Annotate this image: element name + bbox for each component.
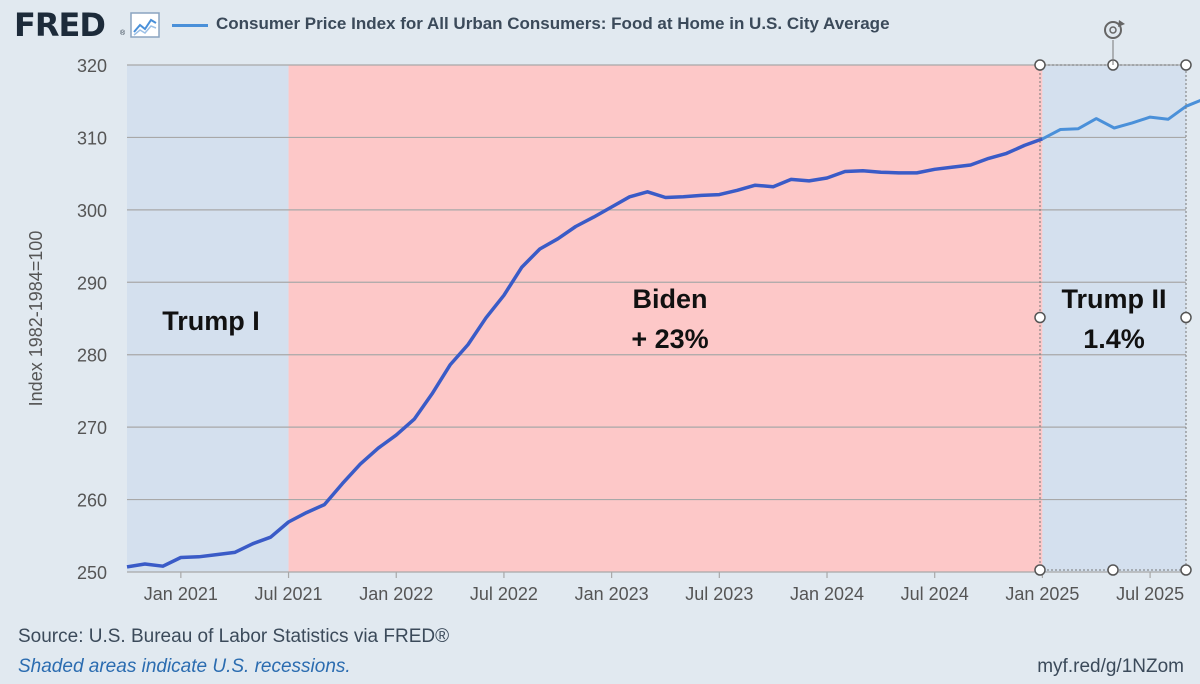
region-label-2-0: Trump II	[1061, 284, 1166, 314]
short-link[interactable]: myf.red/g/1NZom	[1037, 656, 1184, 677]
grid-layer	[127, 64, 1186, 573]
y-tick-label: 310	[77, 128, 107, 148]
series-line-main	[126, 137, 1043, 569]
cpi-line-chart: 250 260 270 280 290 300 310 320 Jan 2021 Jul 2021…	[26, 40, 1200, 604]
region-label-2-1: 1.4%	[1083, 324, 1145, 354]
region-trump-i	[127, 65, 289, 572]
region-trump-ii	[1042, 65, 1186, 572]
x-tick-label: Jan 2021	[144, 584, 218, 604]
region-label-1-0: Biden	[632, 284, 707, 314]
y-tick-label: 280	[77, 346, 107, 366]
resize-handle[interactable]	[1180, 59, 1192, 71]
y-tick-label: 290	[77, 273, 107, 293]
x-tick-label: Jul 2025	[1116, 584, 1184, 604]
source-note: Source: U.S. Bureau of Labor Statistics …	[18, 626, 450, 647]
region-label-0-0: Trump I	[162, 306, 260, 336]
regions-layer	[127, 65, 1186, 572]
x-tick-label: Jan 2022	[359, 584, 433, 604]
y-tick-label: 250	[77, 563, 107, 583]
rotate-handle-icon[interactable]	[1101, 18, 1127, 44]
series-legend-title: Consumer Price Index for All Urban Consu…	[216, 14, 890, 33]
y-tick-label: 270	[77, 418, 107, 438]
recession-note: Shaded areas indicate U.S. recessions.	[18, 656, 351, 677]
resize-handle[interactable]	[1180, 311, 1192, 324]
x-tick-label: Jul 2021	[255, 584, 323, 604]
region-biden	[288, 65, 1043, 572]
resize-handle[interactable]	[1107, 564, 1119, 576]
resize-handle[interactable]	[1180, 564, 1192, 576]
chart-header: FRED ® Consumer Price Index for All Urba…	[0, 0, 1200, 52]
resize-handle[interactable]	[1034, 59, 1046, 71]
x-tick-label: Jul 2022	[470, 584, 538, 604]
axis-layer: 250 260 270 280 290 300 310 320 Jan 2021 Jul 2021…	[26, 56, 1184, 604]
line-layer	[126, 98, 1200, 569]
x-tick-label: Jan 2024	[790, 584, 864, 604]
chart-graph-icon	[130, 12, 160, 38]
resize-handle[interactable]	[1034, 311, 1046, 324]
legend-line-swatch	[172, 24, 208, 27]
x-tick-label: Jul 2024	[901, 584, 969, 604]
fred-logo-registered: ®	[120, 30, 126, 37]
x-tick-label: Jul 2023	[685, 584, 753, 604]
fred-logo[interactable]: FRED	[14, 6, 106, 44]
resize-handle[interactable]	[1034, 564, 1046, 576]
region-label-1-1: + 23%	[631, 324, 708, 354]
y-tick-label: 300	[77, 201, 107, 221]
y-axis-label: Index 1982-1984=100	[26, 231, 46, 407]
y-tick-label: 320	[77, 56, 107, 76]
region-labels-layer: Trump I Biden + 23% Trump II 1.4%	[162, 284, 1166, 354]
y-tick-label: 260	[77, 491, 107, 511]
x-tick-label: Jan 2025	[1005, 584, 1079, 604]
selection-handles-layer	[1034, 40, 1192, 576]
x-tick-label: Jan 2023	[575, 584, 649, 604]
series-line-trump-ii	[1041, 98, 1200, 141]
